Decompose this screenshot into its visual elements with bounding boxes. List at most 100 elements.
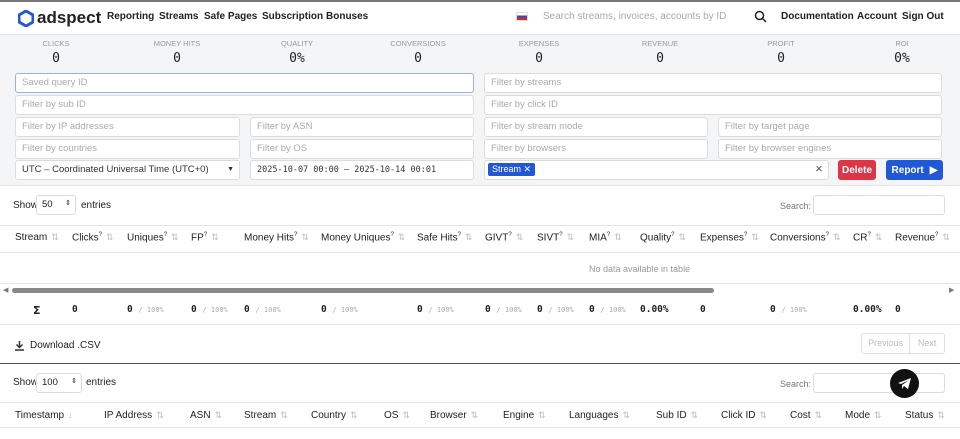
help-icon[interactable]: ? bbox=[203, 232, 208, 238]
column-header[interactable]: Stream ⇅ bbox=[15, 232, 59, 243]
entries-label-2: entries bbox=[86, 377, 117, 388]
global-search-input[interactable]: Search streams, invoices, accounts by ID bbox=[543, 11, 727, 22]
column-header[interactable]: Browser ⇅ bbox=[430, 410, 478, 421]
nav-sign-out[interactable]: Sign Out bbox=[902, 11, 944, 22]
column-header[interactable]: Uniques? ⇅ bbox=[127, 232, 179, 243]
column-header[interactable]: Expenses? ⇅ bbox=[700, 232, 759, 243]
asn-filter[interactable]: Filter by ASN bbox=[250, 117, 474, 137]
column-header[interactable]: Country ⇅ bbox=[311, 410, 358, 421]
logo[interactable]: adspect bbox=[18, 8, 101, 28]
entries-select-2[interactable]: 100 ⇕ bbox=[36, 373, 82, 393]
help-icon[interactable]: ? bbox=[508, 232, 512, 238]
column-header[interactable]: FP? ⇅ bbox=[191, 232, 219, 243]
column-label: Mode bbox=[845, 410, 871, 421]
previous-button[interactable]: Previous bbox=[862, 334, 911, 353]
ip-filter[interactable]: Filter by IP addresses bbox=[15, 117, 240, 137]
column-header[interactable]: Money Uniques? ⇅ bbox=[321, 232, 405, 243]
download-csv-button[interactable]: Download .CSV bbox=[14, 340, 101, 351]
column-header[interactable]: Conversions? ⇅ bbox=[770, 232, 840, 243]
help-icon[interactable]: ? bbox=[390, 232, 394, 238]
report-button[interactable]: Report ▶ bbox=[886, 160, 943, 180]
help-icon[interactable]: ? bbox=[743, 232, 748, 238]
help-icon[interactable]: ? bbox=[457, 232, 461, 238]
help-icon[interactable]: ? bbox=[825, 232, 829, 238]
column-header[interactable]: Revenue? ⇅ bbox=[895, 232, 950, 243]
help-icon[interactable]: ? bbox=[98, 232, 103, 238]
nav-reporting[interactable]: Reporting bbox=[107, 11, 155, 22]
sort-icon: ⇅ bbox=[622, 410, 631, 420]
sub-id-filter[interactable]: Filter by sub ID bbox=[15, 95, 474, 115]
group-by-select[interactable]: Stream ✕ ✕ bbox=[484, 160, 829, 180]
browser-engines-filter[interactable]: Filter by browser engines bbox=[718, 139, 942, 159]
download-icon bbox=[15, 341, 24, 351]
help-icon[interactable]: ? bbox=[559, 232, 563, 238]
column-header[interactable]: Cost ⇅ bbox=[790, 410, 822, 421]
sum-cell: 0.00% bbox=[640, 304, 669, 315]
date-range-input[interactable]: 2025-10-07 00:00 – 2025-10-14 00:01 bbox=[250, 160, 474, 180]
column-header[interactable]: Timestamp ↓ bbox=[15, 410, 73, 421]
nav-bonuses[interactable]: Bonuses bbox=[326, 11, 369, 22]
column-label: ASN bbox=[190, 410, 211, 421]
sort-icon: ⇅ bbox=[942, 232, 950, 243]
sort-icon: ⇅ bbox=[171, 232, 179, 243]
column-header[interactable]: MIA? ⇅ bbox=[589, 232, 622, 243]
column-header[interactable]: Safe Hits? ⇅ bbox=[417, 232, 472, 243]
sum-value: 0 bbox=[417, 304, 423, 315]
column-header[interactable]: Money Hits? ⇅ bbox=[244, 232, 309, 243]
column-header[interactable]: Mode ⇅ bbox=[845, 410, 882, 421]
download-label: Download .CSV bbox=[30, 340, 101, 351]
table-search-input-2[interactable] bbox=[813, 373, 945, 393]
sum-value: 0 bbox=[72, 304, 78, 315]
delete-button[interactable]: Delete bbox=[838, 160, 876, 180]
column-header[interactable]: GIVT? ⇅ bbox=[485, 232, 523, 243]
next-button[interactable]: Next bbox=[917, 338, 937, 348]
help-icon[interactable]: ? bbox=[671, 232, 675, 238]
stream-mode-filter[interactable]: Filter by stream mode bbox=[484, 117, 708, 137]
click-id-filter[interactable]: Filter by click ID bbox=[484, 95, 942, 115]
column-header[interactable]: Sub ID ⇅ bbox=[656, 410, 698, 421]
russian-flag-icon[interactable] bbox=[516, 12, 528, 21]
column-header[interactable]: Status ⇅ bbox=[905, 410, 945, 421]
help-icon[interactable]: ? bbox=[606, 232, 611, 238]
clear-icon[interactable]: ✕ bbox=[815, 164, 823, 175]
streams-filter[interactable]: Filter by streams bbox=[484, 73, 942, 93]
stat-money-hits: MONEY HITS 0 bbox=[153, 39, 201, 66]
column-header[interactable]: Clicks? ⇅ bbox=[72, 232, 114, 243]
column-header[interactable]: Quality? ⇅ bbox=[640, 232, 686, 243]
column-header[interactable]: Languages ⇅ bbox=[569, 410, 630, 421]
nav-safe-pages[interactable]: Safe Pages bbox=[204, 11, 258, 22]
countries-filter[interactable]: Filter by countries bbox=[15, 139, 240, 159]
scroll-right-icon[interactable]: ▶ bbox=[949, 287, 955, 294]
nav-account[interactable]: Account bbox=[857, 11, 897, 22]
timezone-select[interactable]: UTC – Coordinated Universal Time (UTC+0)… bbox=[15, 160, 240, 180]
search-icon[interactable] bbox=[754, 10, 767, 23]
table-search-input[interactable] bbox=[813, 195, 945, 215]
column-header[interactable]: SIVT? ⇅ bbox=[537, 232, 574, 243]
help-icon[interactable]: ? bbox=[294, 232, 298, 238]
help-icon[interactable]: ? bbox=[163, 232, 168, 238]
column-label: Safe Hits bbox=[417, 232, 458, 244]
column-header[interactable]: Click ID ⇅ bbox=[721, 410, 767, 421]
help-icon[interactable]: ? bbox=[867, 232, 871, 238]
nav-documentation[interactable]: Documentation bbox=[781, 11, 854, 22]
help-icon[interactable]: ? bbox=[935, 232, 939, 238]
saved-query-input[interactable]: Saved query ID bbox=[15, 73, 474, 93]
column-header[interactable]: Engine ⇅ bbox=[503, 410, 546, 421]
nav-subscription[interactable]: Subscription bbox=[262, 11, 324, 22]
nav-streams[interactable]: Streams bbox=[159, 11, 199, 22]
column-label: Conversions bbox=[770, 232, 826, 244]
group-tag-stream[interactable]: Stream ✕ bbox=[488, 163, 536, 176]
column-header[interactable]: OS ⇅ bbox=[384, 410, 410, 421]
column-header[interactable]: IP Address ⇅ bbox=[104, 410, 164, 421]
browsers-filter[interactable]: Filter by browsers bbox=[484, 139, 708, 159]
entries-select[interactable]: 50 ⇕ bbox=[36, 195, 76, 215]
column-header[interactable]: ASN ⇅ bbox=[190, 410, 222, 421]
scroll-left-icon[interactable]: ◀ bbox=[3, 287, 9, 294]
target-page-filter[interactable]: Filter by target page bbox=[718, 117, 942, 137]
column-header[interactable]: Stream ⇅ bbox=[244, 410, 288, 421]
telegram-button[interactable] bbox=[890, 369, 919, 398]
os-filter[interactable]: Filter by OS bbox=[250, 139, 474, 159]
horizontal-scrollbar[interactable] bbox=[12, 288, 714, 293]
column-header[interactable]: CR? ⇅ bbox=[853, 232, 882, 243]
tag-remove-icon[interactable]: ✕ bbox=[523, 164, 532, 174]
